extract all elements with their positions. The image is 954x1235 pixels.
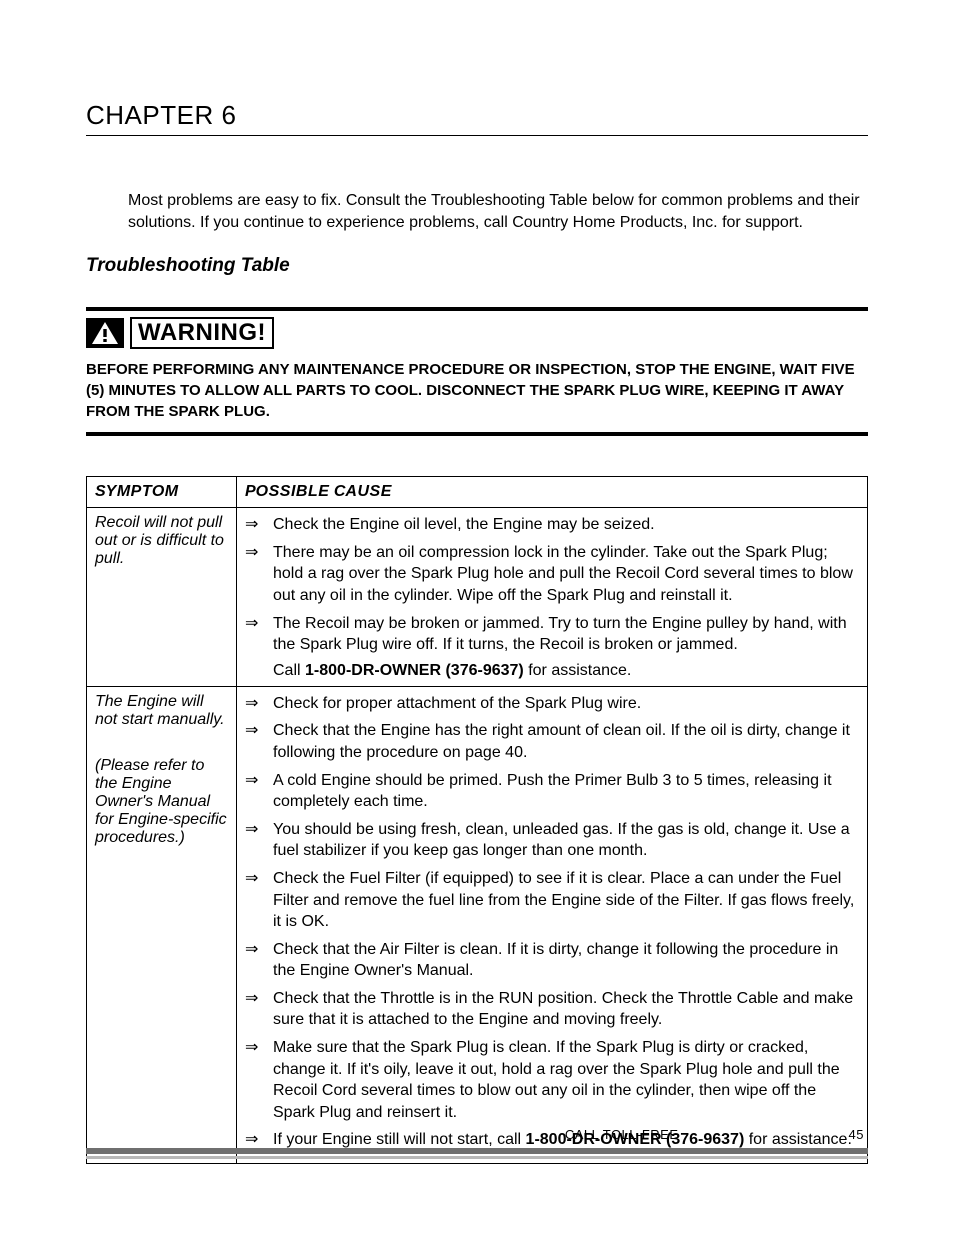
symptom-text: The Engine will not start manually. bbox=[95, 693, 228, 729]
warning-text: BEFORE PERFORMING ANY MAINTENANCE PROCED… bbox=[86, 359, 868, 422]
cause-cell-2: Check for proper attachment of the Spark… bbox=[237, 686, 868, 1163]
intro-paragraph: Most problems are easy to fix. Consult t… bbox=[128, 190, 868, 233]
troubleshooting-subheading: Troubleshooting Table bbox=[86, 255, 868, 277]
page-footer: CALL TOLL-FREE 45 bbox=[86, 1127, 868, 1159]
warning-icon bbox=[86, 318, 124, 348]
cause-item: You should be using fresh, clean, unlead… bbox=[245, 819, 859, 862]
cause-item: Check that the Throttle is in the RUN po… bbox=[245, 988, 859, 1031]
warning-label: WARNING! bbox=[130, 317, 274, 349]
header-symptom: SYMPTOM bbox=[87, 477, 237, 508]
cause-item: Make sure that the Spark Plug is clean. … bbox=[245, 1037, 859, 1123]
symptom-text: Recoil will not pull out or is difficult… bbox=[95, 514, 228, 568]
footer-row: CALL TOLL-FREE 45 bbox=[86, 1127, 868, 1142]
cause-item: Check that the Engine has the right amou… bbox=[245, 720, 859, 763]
cause-list-2: Check for proper attachment of the Spark… bbox=[245, 693, 859, 1151]
cause-cell-1: Check the Engine oil level, the Engine m… bbox=[237, 508, 868, 687]
table-header-row: SYMPTOM POSSIBLE CAUSE bbox=[87, 477, 868, 508]
table-row: Recoil will not pull out or is difficult… bbox=[87, 508, 868, 687]
symptom-cell-1: Recoil will not pull out or is difficult… bbox=[87, 508, 237, 687]
page-number: 45 bbox=[849, 1127, 864, 1142]
phone-number: 1-800-DR-OWNER (376-9637) bbox=[305, 662, 524, 679]
footer-bar-light bbox=[86, 1156, 868, 1159]
header-cause: POSSIBLE CAUSE bbox=[237, 477, 868, 508]
cause-item: Check the Engine oil level, the Engine m… bbox=[245, 514, 859, 536]
warning-header: WARNING! bbox=[86, 317, 868, 349]
assistance-line: Call 1-800-DR-OWNER (376-9637) for assis… bbox=[245, 662, 859, 680]
chapter-rule bbox=[86, 135, 868, 136]
cause-list-1: Check the Engine oil level, the Engine m… bbox=[245, 514, 859, 656]
cause-item: Check the Fuel Filter (if equipped) to s… bbox=[245, 868, 859, 933]
cause-item: A cold Engine should be primed. Push the… bbox=[245, 770, 859, 813]
page-content: CHAPTER 6 Most problems are easy to fix.… bbox=[0, 0, 954, 1164]
symptom-note: (Please refer to the Engine Owner's Manu… bbox=[95, 757, 228, 847]
troubleshooting-table: SYMPTOM POSSIBLE CAUSE Recoil will not p… bbox=[86, 476, 868, 1164]
cause-item: There may be an oil compression lock in … bbox=[245, 542, 859, 607]
chapter-title: CHAPTER 6 bbox=[86, 100, 868, 131]
cause-item: Check for proper attachment of the Spark… bbox=[245, 693, 859, 715]
table-row: The Engine will not start manually. (Ple… bbox=[87, 686, 868, 1163]
cause-item: Check that the Air Filter is clean. If i… bbox=[245, 939, 859, 982]
symptom-cell-2: The Engine will not start manually. (Ple… bbox=[87, 686, 237, 1163]
footer-label: CALL TOLL-FREE bbox=[565, 1127, 679, 1142]
footer-bar-dark bbox=[86, 1148, 868, 1154]
cause-item: The Recoil may be broken or jammed. Try … bbox=[245, 613, 859, 656]
warning-block: WARNING! BEFORE PERFORMING ANY MAINTENAN… bbox=[86, 307, 868, 436]
